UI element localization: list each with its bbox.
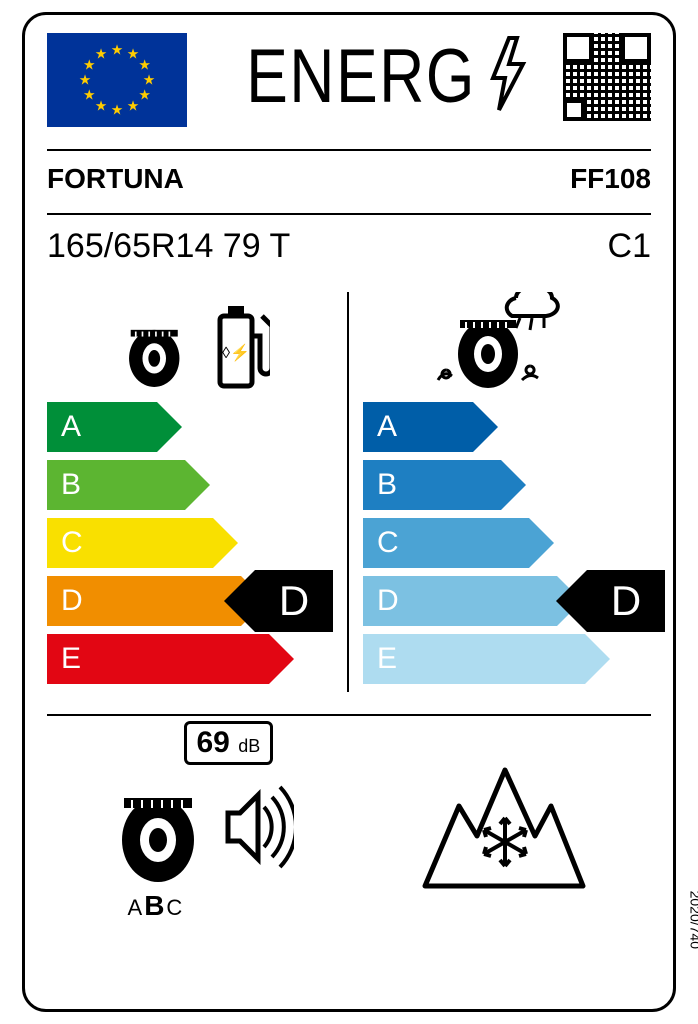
energy-title-text: ENERG <box>246 33 476 120</box>
noise-class-c: C <box>166 895 184 920</box>
snow-grip-icon <box>419 762 589 897</box>
grade-arrow-d: D <box>363 576 557 626</box>
rating-badge: D <box>587 570 665 632</box>
grade-row-c: C <box>47 518 333 568</box>
energy-title: ENERG <box>201 33 549 120</box>
grade-row-e: E <box>47 634 333 684</box>
fuel-arrows: ABCDDE <box>47 402 333 684</box>
wet-grip-icon <box>430 292 570 392</box>
grade-arrow-c: C <box>47 518 213 568</box>
bottom-row: ABC 69 dB <box>47 744 651 914</box>
fuel-icon: ◊⚡ <box>124 292 270 392</box>
noise-db-value: 69 dB <box>184 721 274 765</box>
grade-row-d: DD <box>363 576 651 626</box>
brand-model-row: FORTUNA FF108 <box>47 159 651 199</box>
grade-row-c: C <box>363 518 651 568</box>
regulation-label: 2020/740 <box>687 891 698 949</box>
noise-class-b: B <box>144 890 166 921</box>
grade-arrow-b: B <box>47 460 185 510</box>
noise-speaker-icon: 69 dB <box>224 777 294 882</box>
grade-row-b: B <box>47 460 333 510</box>
grade-row-d: DD <box>47 576 333 626</box>
grade-arrow-b: B <box>363 460 501 510</box>
grade-arrow-e: E <box>47 634 269 684</box>
tyre-size-label: 165/65R14 79 T <box>47 227 290 266</box>
grade-arrow-a: A <box>363 402 473 452</box>
noise-block: ABC 69 dB <box>110 764 294 894</box>
header-row: ★★★★★★★★★★★★ ENERG <box>47 33 651 135</box>
grade-row-a: A <box>363 402 651 452</box>
grade-row-e: E <box>363 634 651 684</box>
grade-row-a: A <box>47 402 333 452</box>
noise-class-a: A <box>128 895 145 920</box>
fuel-efficiency-chart: ◊⚡ ABCDDE <box>47 292 349 692</box>
db-unit: dB <box>238 736 260 756</box>
size-class-row: 165/65R14 79 T C1 <box>47 223 651 270</box>
svg-text:◊⚡: ◊⚡ <box>222 343 250 362</box>
db-number: 69 <box>197 726 230 759</box>
divider <box>47 149 651 151</box>
tyre-class-label: C1 <box>608 227 651 266</box>
brand-label: FORTUNA <box>47 163 184 195</box>
grade-arrow-e: E <box>363 634 585 684</box>
tyre-energy-label: ★★★★★★★★★★★★ ENERG FORTUNA FF108 165/65R… <box>22 12 676 1012</box>
noise-class-scale: ABC <box>128 890 185 922</box>
divider <box>47 213 651 215</box>
charts-row: ◊⚡ ABCDDE ABCDDE <box>47 292 651 716</box>
noise-tire-icon: ABC <box>110 764 220 894</box>
model-label: FF108 <box>570 163 651 195</box>
bolt-icon <box>487 36 529 117</box>
qr-code-icon[interactable] <box>563 33 651 121</box>
grade-row-b: B <box>363 460 651 510</box>
grade-arrow-d: D <box>47 576 241 626</box>
eu-flag-icon: ★★★★★★★★★★★★ <box>47 33 187 127</box>
grade-arrow-a: A <box>47 402 157 452</box>
grade-arrow-c: C <box>363 518 529 568</box>
wet-arrows: ABC DD E <box>363 402 651 684</box>
rating-badge: D <box>255 570 333 632</box>
wet-grip-chart: ABC DD E <box>349 292 651 692</box>
